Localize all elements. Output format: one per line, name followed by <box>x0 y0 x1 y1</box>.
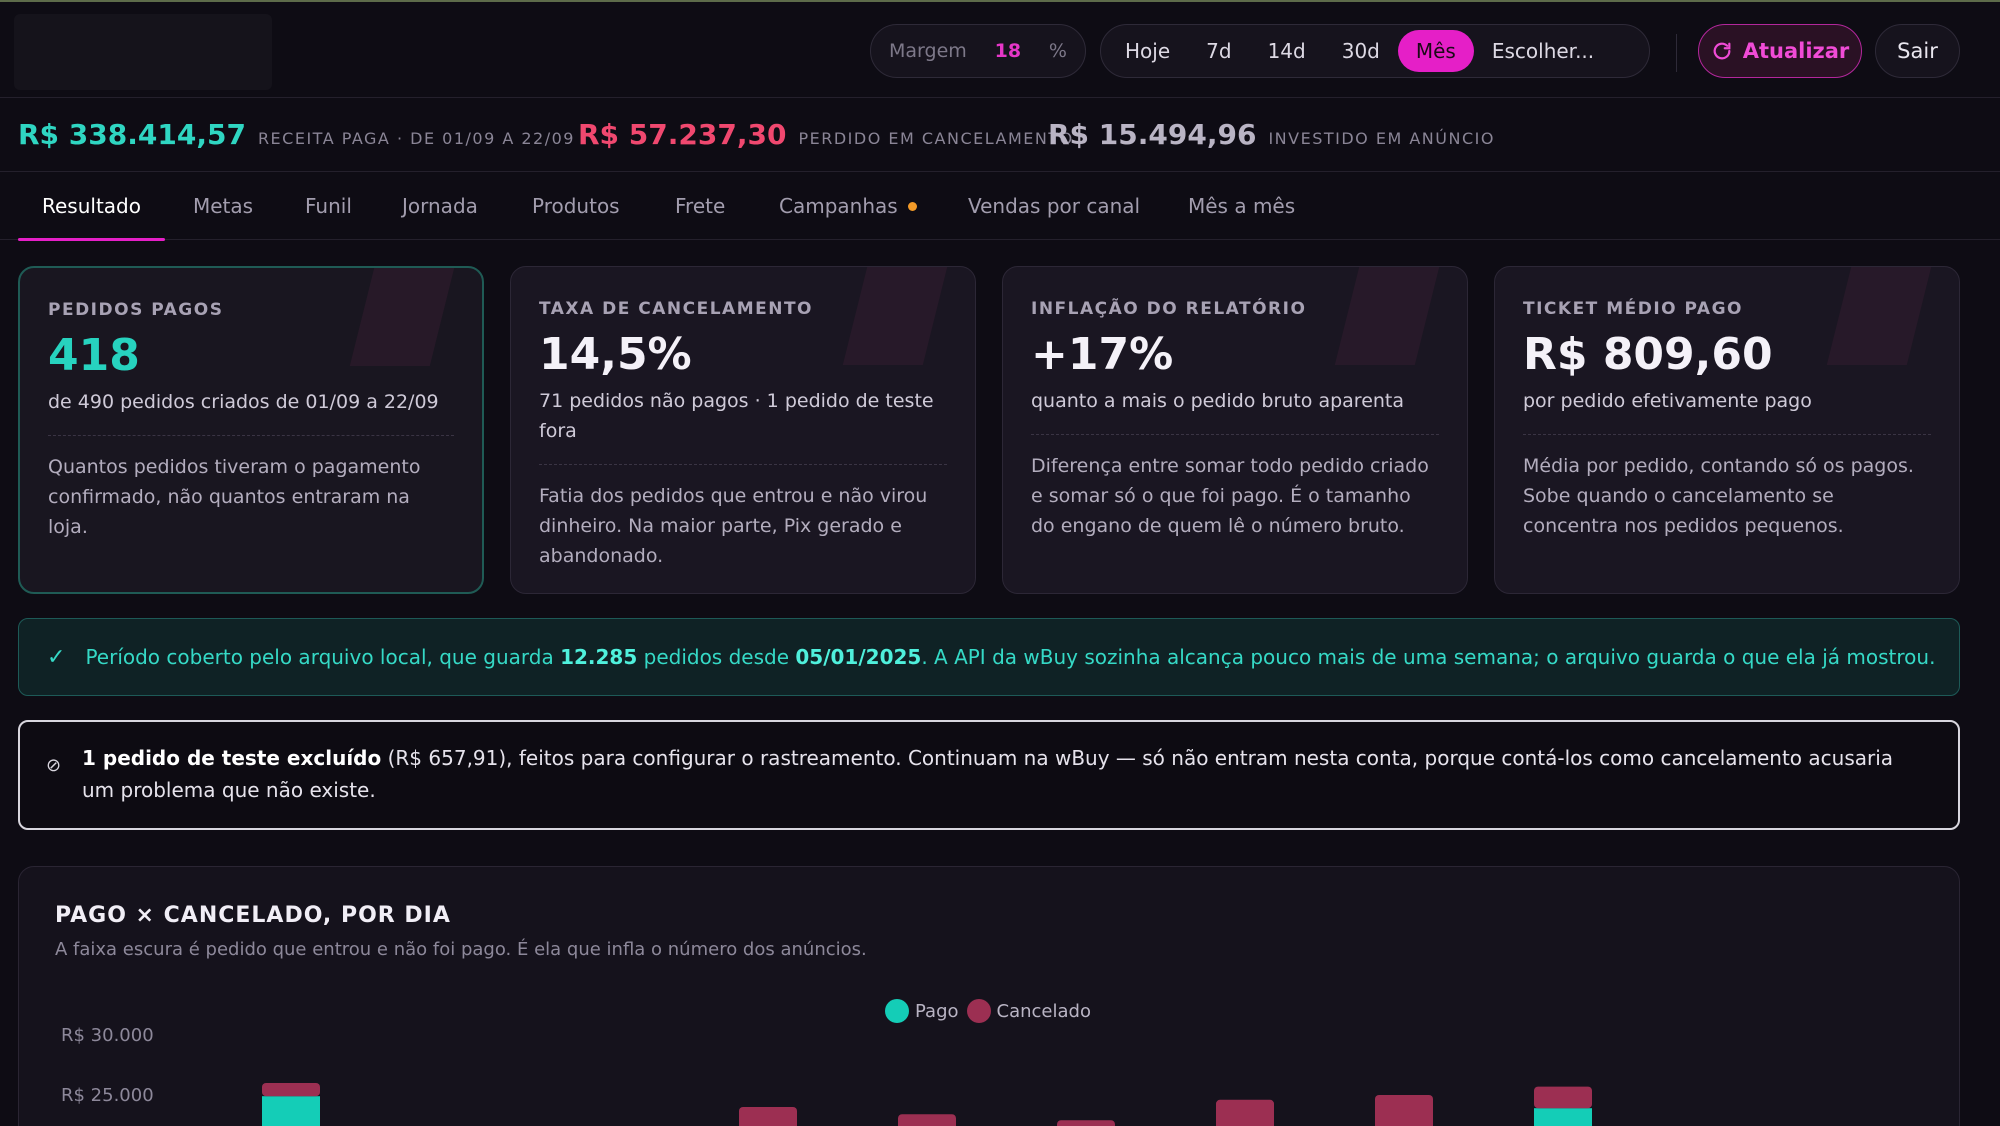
margin-label: Margem <box>889 40 967 62</box>
kpi-description: Diferença entre somar todo pedido criado… <box>1031 455 1429 537</box>
kpi-value: R$ 809,60 <box>1523 329 1773 380</box>
tab-metas[interactable]: Metas <box>193 194 254 218</box>
notice-bold: 1 pedido de teste excluído <box>82 746 382 770</box>
summary-ads: R$ 15.494,96 Investido em anúncio <box>1048 118 1495 151</box>
kpi-description: Média por pedido, contando só os pagos. … <box>1523 455 1914 537</box>
kpi-label: Inflação do relatório <box>1031 299 1307 319</box>
legend-label: Pago <box>915 1000 959 1022</box>
card-divider <box>1523 434 1931 435</box>
card-divider <box>48 435 454 436</box>
tab-campanhas-label: Campanhas <box>779 194 898 218</box>
kpi-subtext: quanto a mais o pedido bruto aparenta <box>1031 390 1405 412</box>
notification-dot-icon <box>907 201 917 211</box>
tab-campanhas[interactable]: Campanhas <box>779 172 917 240</box>
chart-plot: R$ 30.000 R$ 25.000 <box>61 1025 1592 1126</box>
range-14d[interactable]: 14d <box>1267 39 1306 63</box>
range-30d[interactable]: 30d <box>1341 39 1380 63</box>
tab-frete[interactable]: Frete <box>675 194 726 218</box>
kpi-card-avg-ticket: Ticket médio pago R$ 809,60 por pedido e… <box>1494 266 1960 594</box>
legend-swatch <box>885 999 909 1023</box>
kpi-value: 14,5% <box>539 329 692 380</box>
margin-control[interactable]: Margem 18 % <box>870 24 1086 78</box>
summary-cancelled: R$ 57.237,30 Perdido em cancelamento <box>578 118 1074 151</box>
tab-produtos[interactable]: Produtos <box>532 194 620 218</box>
bar-cancelled[interactable] <box>898 1114 956 1126</box>
legend-item-paid[interactable]: Pago <box>885 999 959 1023</box>
bar-cancelled[interactable] <box>739 1107 797 1126</box>
kpi-value: 418 <box>48 330 140 381</box>
tab-mes-a-mes[interactable]: Mês a mês <box>1188 194 1296 218</box>
kpi-subtext: de 490 pedidos criados de 01/09 a 22/09 <box>48 391 439 413</box>
kpi-card-paid-orders: Pedidos pagos 418 de 490 pedidos criados… <box>18 266 484 594</box>
bar-cancelled[interactable] <box>1534 1086 1592 1109</box>
summary-revenue-label: Receita paga · de 01/09 a 22/09 <box>257 129 575 148</box>
kpi-subtext: 71 pedidos não pagos · 1 pedido de teste… <box>539 390 934 442</box>
margin-input[interactable]: 18 <box>994 40 1022 62</box>
summary-ads-value: R$ 15.494,96 <box>1048 118 1257 151</box>
test-order-excluded-notice: ⊘ 1 pedido de teste excluído (R$ 657,91)… <box>18 720 1960 830</box>
range-7d[interactable]: 7d <box>1206 39 1232 63</box>
tab-vendas-por-canal[interactable]: Vendas por canal <box>968 194 1141 218</box>
paid-vs-cancelled-chart-panel: PAGO × CANCELADO, POR DIA A faixa escura… <box>18 866 1960 1126</box>
kpi-label: Pedidos pagos <box>48 300 224 320</box>
y-tick-label: R$ 30.000 <box>61 1025 154 1046</box>
refresh-button[interactable]: Atualizar <box>1698 24 1862 78</box>
header-divider <box>1676 34 1677 72</box>
summary-revenue-value: R$ 338.414,57 <box>18 118 246 151</box>
date-range-selector: Hoje 7d 14d 30d Mês Escolher... <box>1100 24 1650 78</box>
kpi-description: Quantos pedidos tiveram o pagamento conf… <box>48 456 421 538</box>
refresh-label: Atualizar <box>1742 39 1850 63</box>
chart-subtitle: A faixa escura é pedido que entrou e não… <box>55 939 867 960</box>
logout-button[interactable]: Sair <box>1875 24 1960 78</box>
tab-resultado[interactable]: Resultado <box>18 172 165 241</box>
kpi-subtext: por pedido efetivamente pago <box>1523 390 1812 412</box>
bar-cancelled[interactable] <box>262 1083 320 1097</box>
store-logo <box>14 14 272 90</box>
top-accent-line <box>0 0 2000 2</box>
bar-cancelled[interactable] <box>1375 1095 1433 1126</box>
kpi-card-cancel-rate: Taxa de cancelamento 14,5% 71 pedidos nã… <box>510 266 976 594</box>
tab-funil[interactable]: Funil <box>305 194 352 218</box>
summary-cancelled-label: Perdido em cancelamento <box>798 129 1074 148</box>
y-tick-label: R$ 25.000 <box>61 1085 154 1106</box>
chart-title: PAGO × CANCELADO, POR DIA <box>55 903 451 928</box>
top-header: Margem 18 % Hoje 7d 14d 30d Mês Escolher… <box>0 2 2000 98</box>
archive-coverage-text: Período coberto pelo arquivo local, que … <box>85 645 1936 669</box>
summary-cancelled-value: R$ 57.237,30 <box>578 118 787 151</box>
card-divider <box>1031 434 1439 435</box>
legend-label: Cancelado <box>996 1000 1091 1022</box>
range-today[interactable]: Hoje <box>1125 39 1171 63</box>
legend-item-cancelled[interactable]: Cancelado <box>966 999 1091 1023</box>
bar-cancelled[interactable] <box>1216 1099 1274 1126</box>
blocked-icon: ⊘ <box>46 755 62 776</box>
chart-legend: Pago Cancelado <box>885 999 1091 1023</box>
range-month[interactable]: Mês <box>1397 30 1474 72</box>
kpi-value: +17% <box>1031 329 1174 380</box>
kpi-card-report-inflation: Inflação do relatório +17% quanto a mais… <box>1002 266 1468 594</box>
kpi-label: Ticket médio pago <box>1523 299 1743 319</box>
kpi-description: Fatia dos pedidos que entrou e não virou… <box>539 485 928 567</box>
range-custom[interactable]: Escolher... <box>1491 39 1595 63</box>
refresh-icon <box>1713 42 1731 60</box>
notice-text: (R$ 657,91), feitos para configurar o ra… <box>82 746 1894 802</box>
tab-jornada[interactable]: Jornada <box>402 194 478 218</box>
bar-cancelled[interactable] <box>1057 1120 1115 1126</box>
main-tabs: Resultado Metas Funil Jornada Produtos F… <box>0 172 2000 241</box>
card-divider <box>539 464 947 465</box>
legend-swatch <box>966 999 991 1023</box>
archive-coverage-banner: ✓ Período coberto pelo arquivo local, qu… <box>18 618 1960 696</box>
bar-paid[interactable] <box>1534 1108 1592 1126</box>
summary-bar: R$ 338.414,57 Receita paga · de 01/09 a … <box>0 98 2000 172</box>
summary-ads-label: Investido em anúncio <box>1268 129 1495 148</box>
bar-paid[interactable] <box>262 1096 320 1126</box>
summary-revenue: R$ 338.414,57 Receita paga · de 01/09 a … <box>18 118 575 151</box>
check-icon: ✓ <box>47 644 66 670</box>
kpi-label: Taxa de cancelamento <box>539 299 814 319</box>
margin-unit: % <box>1048 40 1067 62</box>
